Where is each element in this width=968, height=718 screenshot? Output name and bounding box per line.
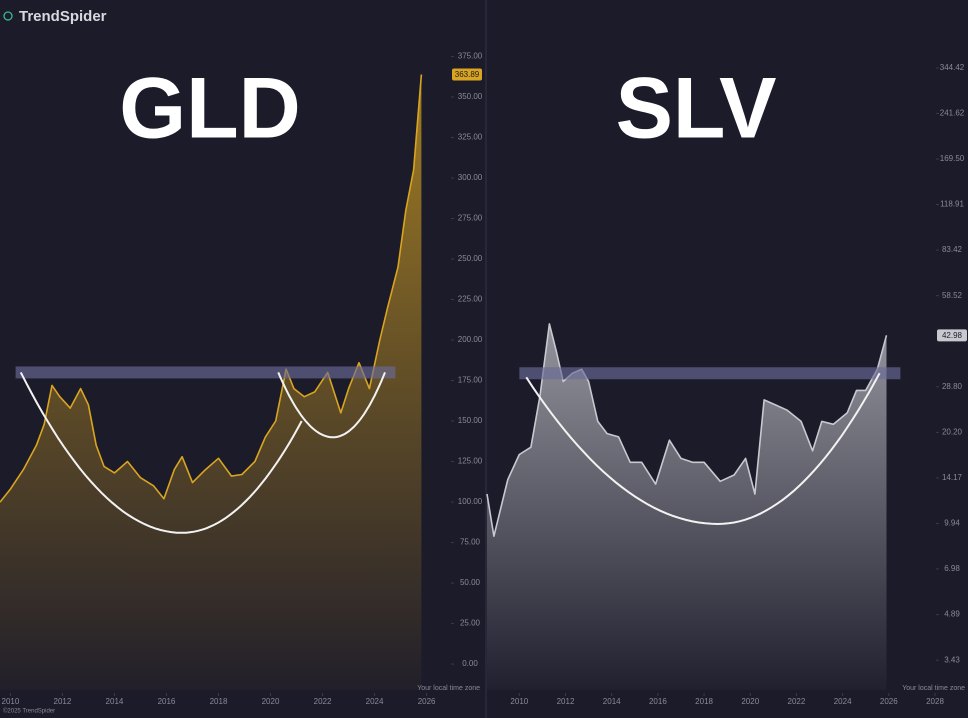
y-tick-label: 28.80 bbox=[942, 382, 963, 391]
y-tick-label: 14.17 bbox=[942, 473, 963, 482]
y-tick-label: 118.91 bbox=[940, 200, 964, 209]
x-tick-label: 2018 bbox=[695, 697, 713, 706]
y-tick-label: 100.00 bbox=[458, 497, 483, 506]
y-tick-label: 75.00 bbox=[460, 538, 481, 547]
x-tick-label: 2014 bbox=[603, 697, 621, 706]
x-tick-label: 2012 bbox=[557, 697, 575, 706]
x-tick-label: 2020 bbox=[262, 697, 280, 706]
y-tick-label: 225.00 bbox=[458, 295, 483, 304]
resistance-band bbox=[519, 367, 901, 380]
y-tick-label: 58.52 bbox=[942, 291, 963, 300]
y-tick-label: 375.00 bbox=[458, 52, 483, 61]
x-tick-label: 2024 bbox=[366, 697, 384, 706]
x-tick-label: 2022 bbox=[314, 697, 332, 706]
cup-arc bbox=[525, 372, 881, 526]
x-tick-label: 2012 bbox=[54, 697, 72, 706]
price-line bbox=[486, 323, 888, 537]
x-tick-label: 2024 bbox=[834, 697, 852, 706]
y-tick-label: 0.00 bbox=[462, 659, 478, 668]
time-zone-note: Your local time zone bbox=[902, 685, 965, 692]
y-tick-label: 20.20 bbox=[942, 427, 963, 436]
time-zone-note: Your local time zone bbox=[417, 685, 480, 692]
brand-name: TrendSpider bbox=[19, 8, 107, 25]
y-tick-label: 125.00 bbox=[458, 457, 483, 466]
y-tick-label: 344.42 bbox=[940, 63, 965, 72]
y-tick-label: 6.98 bbox=[944, 564, 960, 573]
brand-logo: TrendSpider bbox=[3, 8, 107, 25]
y-tick-label: 175.00 bbox=[458, 376, 483, 385]
y-tick-label: 200.00 bbox=[458, 335, 483, 344]
brand-icon bbox=[3, 11, 13, 21]
y-tick-label: 241.62 bbox=[940, 109, 965, 118]
y-tick-label: 25.00 bbox=[460, 619, 481, 628]
y-tick-label: 3.43 bbox=[944, 655, 960, 664]
x-tick-label: 2016 bbox=[649, 697, 667, 706]
x-tick-label: 2016 bbox=[158, 697, 176, 706]
x-tick-label: 2026 bbox=[418, 697, 436, 706]
last-price-tag bbox=[937, 329, 967, 342]
resistance-band bbox=[15, 366, 396, 379]
chart-panel: SLV 344.42 241.62 169.50 118.91 83.42 58.52 28.… bbox=[486, 61, 967, 706]
y-tick-label: 150.00 bbox=[458, 416, 483, 425]
chart-title: GLD bbox=[119, 61, 301, 157]
cup-arc bbox=[19, 371, 303, 534]
x-tick-label: 2020 bbox=[741, 697, 759, 706]
y-tick-label: 50.00 bbox=[460, 578, 481, 587]
y-tick-label: 325.00 bbox=[458, 133, 483, 142]
price-area bbox=[0, 74, 422, 690]
y-tick-label: 275.00 bbox=[458, 214, 483, 223]
copyright: ©2025 TrendSpider bbox=[3, 708, 55, 715]
x-tick-label: 2026 bbox=[880, 697, 898, 706]
x-tick-label: 2010 bbox=[510, 697, 528, 706]
y-tick-label: 4.89 bbox=[944, 610, 960, 619]
y-tick-label: 83.42 bbox=[942, 245, 963, 254]
y-tick-label: 169.50 bbox=[940, 154, 965, 163]
last-price-tag bbox=[452, 68, 482, 81]
y-tick-label: 350.00 bbox=[458, 92, 483, 101]
last-price-label: 363.89 bbox=[455, 70, 480, 79]
last-price-label: 42.98 bbox=[942, 331, 963, 340]
x-tick-label: 2010 bbox=[2, 697, 20, 706]
y-tick-label: 300.00 bbox=[458, 173, 483, 182]
chart-title: SLV bbox=[616, 61, 777, 157]
x-tick-label: 2018 bbox=[210, 697, 228, 706]
x-tick-label: 2014 bbox=[106, 697, 124, 706]
price-area bbox=[487, 323, 887, 690]
y-tick-label: 9.94 bbox=[944, 519, 960, 528]
y-tick-label: 250.00 bbox=[458, 254, 483, 263]
cup-arc bbox=[277, 372, 386, 439]
chart-panel: GLD 375.00 350.00 325.00 300.00 275.00 250.00 2… bbox=[0, 52, 483, 706]
x-tick-label: 2022 bbox=[788, 697, 806, 706]
x-tick-label: 2028 bbox=[926, 697, 944, 706]
